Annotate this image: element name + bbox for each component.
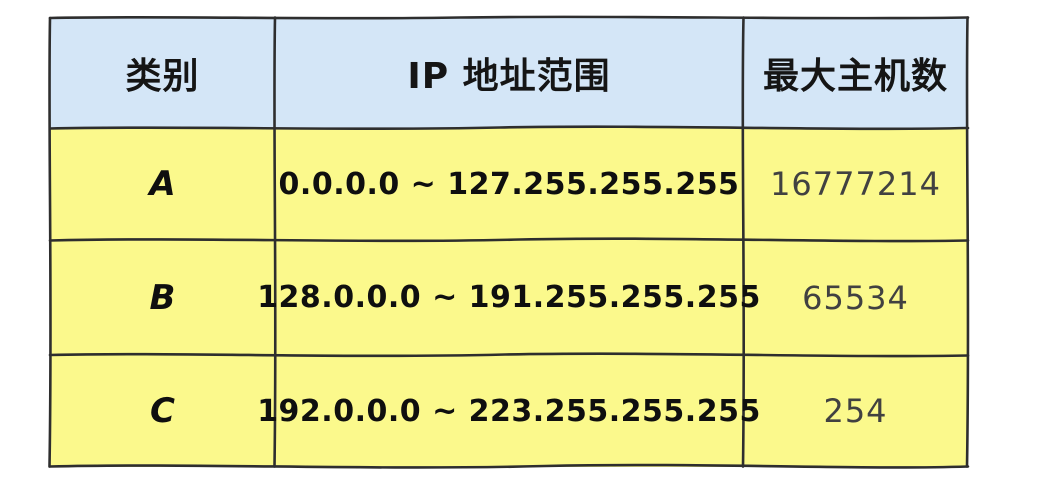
cell-class-letter: B	[149, 277, 176, 318]
header-cell-ip-range: IP 地址范围	[407, 55, 611, 97]
cell-ip-range: 192.0.0.0 ~ 223.255.255.255	[257, 393, 761, 429]
cell-class-letter: A	[149, 164, 176, 204]
cell-ip-range: 0.0.0.0 ~ 127.255.255.255	[278, 166, 740, 202]
header-row-background	[50, 17, 968, 128]
cell-ip-range: 128.0.0.0 ~ 191.255.255.255	[257, 280, 761, 315]
cell-max-hosts: 65534	[802, 278, 909, 317]
header-cell-class: 类别	[125, 55, 200, 97]
cell-class-letter: C	[150, 391, 175, 431]
cell-max-hosts: 16777214	[770, 165, 941, 203]
body-rows-background	[50, 128, 968, 467]
header-cell-max-hosts: 最大主机数	[762, 55, 948, 97]
cell-max-hosts: 254	[823, 392, 888, 430]
table-grid-lines	[48, 15, 970, 469]
